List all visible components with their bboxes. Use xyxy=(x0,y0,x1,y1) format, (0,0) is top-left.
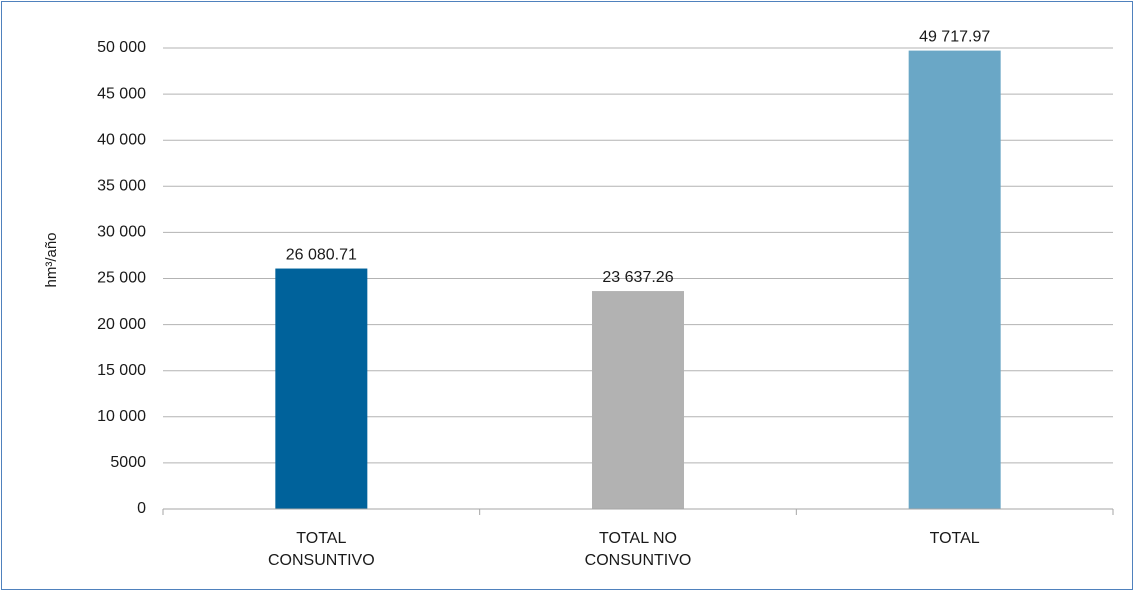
y-tick-label: 20 000 xyxy=(97,316,146,333)
y-tick-label: 0 xyxy=(137,500,146,517)
y-tick-label: 30 000 xyxy=(97,224,146,241)
y-tick-label: 50 000 xyxy=(97,39,146,56)
bar-value-label: 26 080.71 xyxy=(286,247,357,264)
y-tick-label: 25 000 xyxy=(97,270,146,287)
x-category-label-line: TOTAL NO xyxy=(599,530,677,547)
x-category-label-line: TOTAL xyxy=(296,530,346,547)
x-category-label: TOTAL NO CONSUNTIVO xyxy=(585,530,692,569)
bar xyxy=(908,50,1001,510)
bar-value-label: 49 717.97 xyxy=(919,29,990,46)
x-category-label-line: CONSUNTIVO xyxy=(268,552,375,569)
x-axis xyxy=(162,508,1114,515)
y-tick-label: 5000 xyxy=(110,454,146,471)
y-tick-label: 45 000 xyxy=(97,85,146,102)
x-category-label: TOTAL CONSUNTIVO xyxy=(268,530,375,569)
bar-value-label: 23 637.26 xyxy=(602,269,673,286)
y-tick-label: 10 000 xyxy=(97,408,146,425)
x-axis-category-labels: TOTAL CONSUNTIVO TOTAL NO CONSUNTIVO TOTAL xyxy=(268,530,980,569)
bar xyxy=(275,268,368,509)
bar xyxy=(592,291,684,509)
y-tick-label: 35 000 xyxy=(97,178,146,195)
y-axis-tick-labels: 0 5000 10 000 15 000 20 000 25 000 30 000 35 00… xyxy=(97,39,146,517)
y-tick-label: 40 000 xyxy=(97,131,146,148)
y-tick-label: 15 000 xyxy=(97,362,146,379)
bars xyxy=(275,50,1001,510)
x-category-label: TOTAL xyxy=(930,530,980,547)
y-axis-title: hm³/año xyxy=(43,232,60,287)
value-labels: 26 080.71 23 637.26 49 717.97 xyxy=(286,29,991,286)
x-category-label-line: CONSUNTIVO xyxy=(585,552,692,569)
x-category-label-line: TOTAL xyxy=(930,530,980,547)
